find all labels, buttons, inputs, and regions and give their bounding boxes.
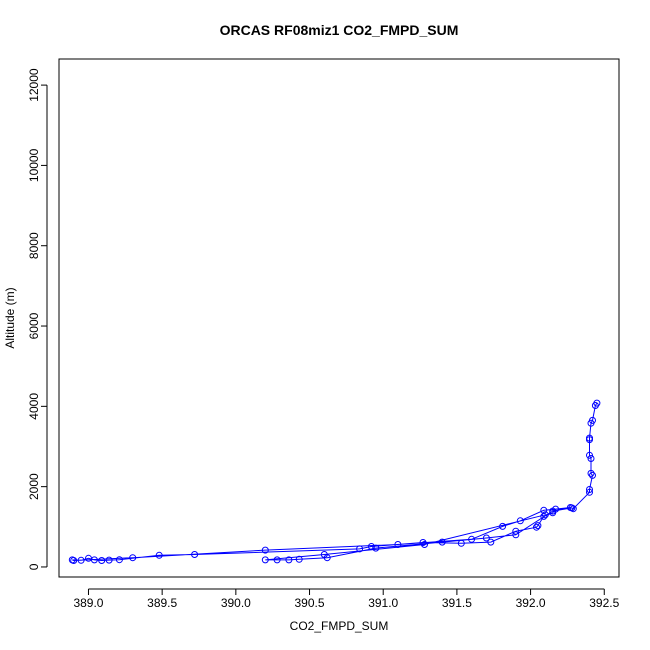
y-tick-label: 12000	[27, 68, 41, 102]
data-point	[512, 531, 520, 539]
data-point	[534, 522, 542, 530]
data-point	[115, 556, 123, 564]
x-tick-label: 392.5	[589, 596, 619, 610]
plot-area	[68, 399, 601, 564]
data-point	[468, 535, 476, 543]
y-tick-label: 4000	[27, 393, 41, 420]
data-point	[512, 527, 520, 535]
data-point	[273, 556, 281, 564]
data-point	[586, 486, 593, 493]
data-point	[85, 554, 92, 562]
data-point	[320, 551, 328, 558]
data-point	[499, 522, 507, 530]
data-point	[587, 469, 595, 477]
x-tick-label: 390.0	[221, 596, 251, 610]
data-point	[394, 541, 402, 548]
data-point	[540, 506, 548, 514]
series-line	[72, 402, 598, 562]
data-point	[533, 523, 540, 531]
data-point	[587, 419, 595, 427]
plot-frame	[58, 58, 620, 578]
x-tick-label: 389.0	[73, 596, 103, 610]
data-point	[105, 556, 113, 564]
y-tick-label: 6000	[27, 312, 41, 339]
data-point	[356, 545, 364, 553]
y-tick-label: 0	[27, 563, 41, 570]
x-tick-label: 389.5	[147, 596, 177, 610]
data-point	[438, 538, 446, 546]
x-axis: 389.0 389.5 390.0 390.5 391.0 391.5 392.0 392.5	[73, 588, 620, 610]
data-point	[191, 551, 199, 558]
data-point	[482, 534, 490, 542]
data-point	[487, 538, 495, 546]
chart-title: ORCAS RF08miz1 CO2_FMPD_SUM	[220, 22, 459, 38]
data-point	[98, 557, 106, 564]
data-point	[261, 556, 269, 564]
data-point	[285, 556, 293, 564]
data-point	[70, 557, 78, 564]
data-point	[367, 543, 375, 550]
data-point	[457, 539, 465, 547]
x-axis-label: CO2_FMPD_SUM	[290, 619, 389, 633]
x-tick-label: 391.5	[442, 596, 472, 610]
data-point	[77, 556, 85, 564]
data-point	[372, 544, 380, 552]
data-point	[261, 546, 269, 554]
data-point	[419, 539, 427, 546]
data-point	[586, 488, 593, 496]
y-tick-label: 8000	[27, 232, 41, 259]
data-point	[591, 402, 599, 409]
data-point	[587, 455, 595, 462]
data-point	[589, 471, 596, 479]
y-tick-label: 2000	[27, 473, 41, 500]
data-point	[541, 511, 549, 519]
x-tick-label: 391.0	[368, 596, 398, 610]
x-tick-label: 392.0	[516, 596, 546, 610]
y-tick-label: 10000	[27, 148, 41, 182]
data-point	[295, 555, 303, 563]
data-point	[421, 541, 428, 548]
data-point	[549, 507, 557, 515]
data-point	[129, 554, 137, 562]
data-point	[586, 451, 593, 459]
y-axis: 0 2000 4000 6000 8000 10000 12000	[27, 68, 48, 570]
data-point	[568, 504, 576, 512]
x-tick-label: 390.5	[295, 596, 325, 610]
data-point	[155, 551, 163, 559]
y-axis-label: Altitude (m)	[3, 287, 17, 348]
data-point	[516, 517, 524, 525]
data-point	[586, 436, 593, 444]
